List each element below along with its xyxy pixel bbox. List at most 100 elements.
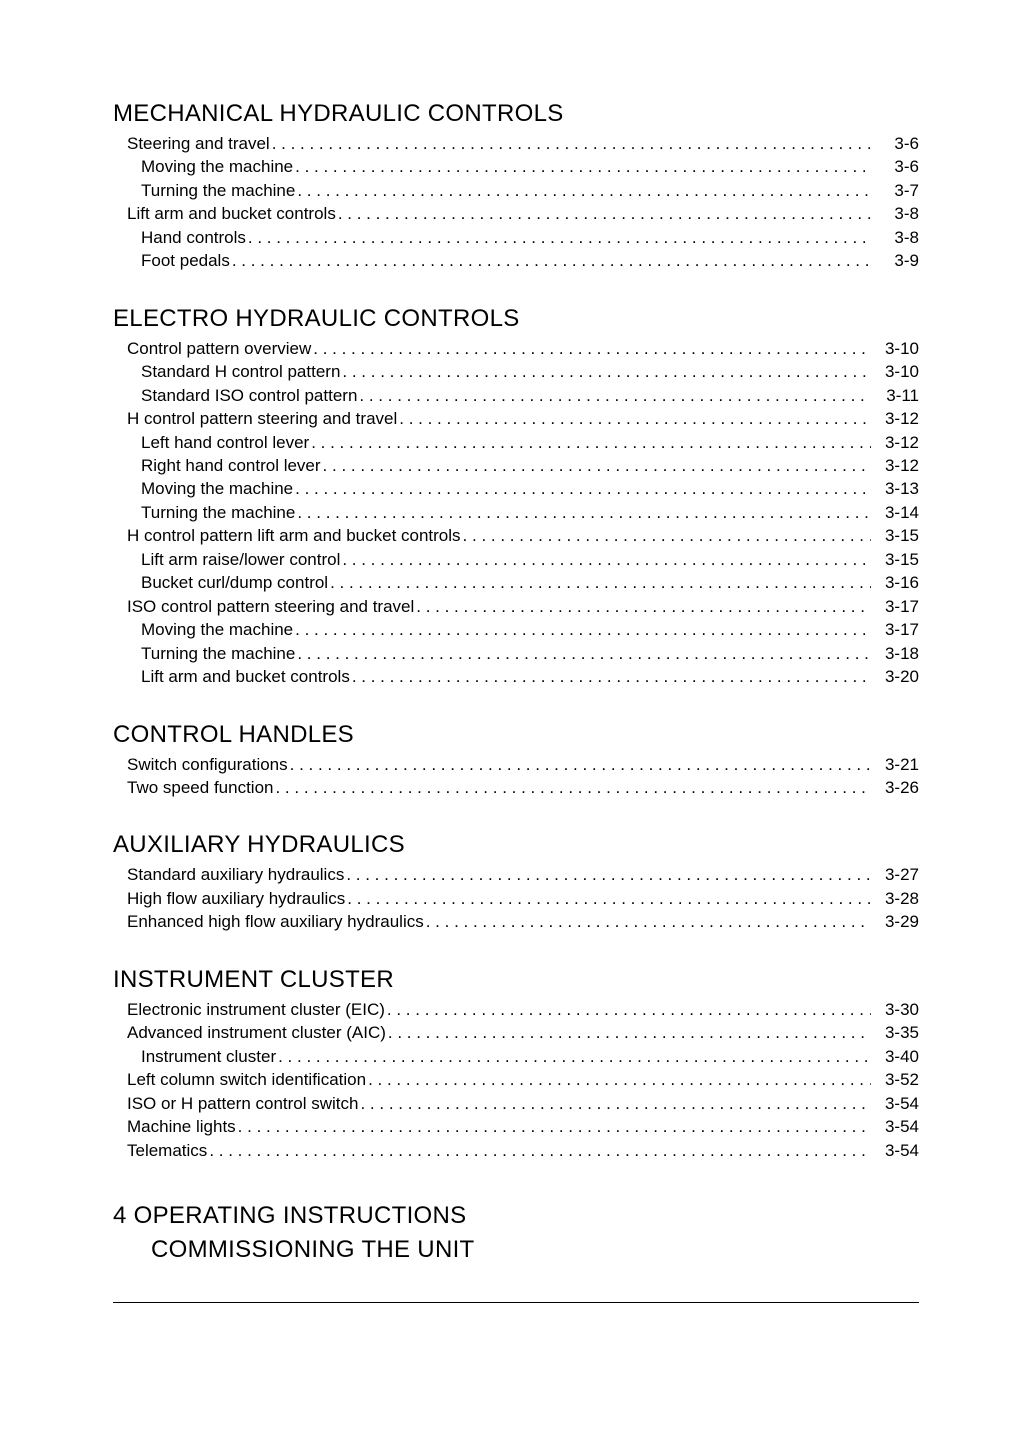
toc-page: 3-8	[871, 226, 919, 249]
toc-page: 3-17	[871, 618, 919, 641]
toc-dots	[290, 753, 871, 770]
toc-page: 3-52	[871, 1068, 919, 1091]
toc-label: Left column switch identification	[127, 1068, 368, 1091]
toc-dots	[275, 776, 871, 793]
toc-label: Foot pedals	[141, 249, 232, 272]
toc-page: 3-18	[871, 642, 919, 665]
toc-page: 3-10	[871, 360, 919, 383]
toc-page: 3-27	[871, 863, 919, 886]
toc-dots	[209, 1139, 871, 1156]
toc-dots	[463, 524, 871, 541]
toc-label: Standard ISO control pattern	[141, 384, 359, 407]
toc-section-handles: CONTROL HANDLES Switch configurations3-2…	[113, 721, 919, 800]
toc-line: Enhanced high flow auxiliary hydraulics 3…	[113, 910, 919, 933]
toc-label: High flow auxiliary hydraulics	[127, 887, 347, 910]
toc-dots	[295, 618, 871, 635]
toc-label: Standard H control pattern	[141, 360, 342, 383]
toc-label: Electronic instrument cluster (EIC)	[127, 998, 387, 1021]
toc-label: Turning the machine	[141, 501, 297, 524]
toc-page: 3-40	[871, 1045, 919, 1068]
toc-line: Bucket curl/dump control3-16	[113, 571, 919, 594]
toc-dots	[368, 1068, 871, 1085]
toc-section-mechanical: MECHANICAL HYDRAULIC CONTROLS Steering a…	[113, 100, 919, 273]
chapter-block: 4 OPERATING INSTRUCTIONS COMMISSIONING T…	[113, 1202, 919, 1264]
toc-line: Turning the machine3-14	[113, 501, 919, 524]
toc-label: ISO or H pattern control switch	[127, 1092, 360, 1115]
section-heading: CONTROL HANDLES	[113, 721, 919, 749]
toc-label: Lift arm raise/lower control	[141, 548, 342, 571]
toc-page: 3-29	[871, 910, 919, 933]
toc-section-aux: AUXILIARY HYDRAULICS Standard auxiliary …	[113, 831, 919, 933]
toc-dots	[295, 155, 871, 172]
toc-line: Moving the machine 3-17	[113, 618, 919, 641]
toc-label: Moving the machine	[141, 477, 295, 500]
toc-dots	[416, 595, 871, 612]
toc-line: Moving the machine 3-13	[113, 477, 919, 500]
chapter-title: OPERATING INSTRUCTIONS	[134, 1202, 467, 1229]
toc-page: 3-28	[871, 887, 919, 910]
toc-label: Bucket curl/dump control	[141, 571, 330, 594]
toc-page: 3-54	[871, 1139, 919, 1162]
toc-dots	[338, 202, 871, 219]
toc-line: Electronic instrument cluster (EIC) 3-30	[113, 998, 919, 1021]
toc-label: Hand controls	[141, 226, 248, 249]
toc-line: ISO or H pattern control switch 3-54	[113, 1092, 919, 1115]
section-heading: INSTRUMENT CLUSTER	[113, 966, 919, 994]
toc-line: Machine lights3-54	[113, 1115, 919, 1138]
toc-page: 3-30	[871, 998, 919, 1021]
toc-line: Telematics3-54	[113, 1139, 919, 1162]
toc-dots	[232, 249, 871, 266]
toc-dots	[297, 642, 871, 659]
toc-line: Lift arm raise/lower control 3-15	[113, 548, 919, 571]
toc-label: ISO control pattern steering and travel	[127, 595, 416, 618]
toc-page: 3-8	[871, 202, 919, 225]
toc-page: 3-15	[871, 548, 919, 571]
toc-dots	[238, 1115, 871, 1132]
toc-dots	[272, 132, 871, 149]
toc-line: Left hand control lever3-12	[113, 431, 919, 454]
toc-line: Hand controls 3-8	[113, 226, 919, 249]
toc-page: 3-6	[871, 132, 919, 155]
toc-section-cluster: INSTRUMENT CLUSTER Electronic instrument…	[113, 966, 919, 1162]
toc-dots	[342, 548, 871, 565]
toc-dots	[330, 571, 871, 588]
toc-page: 3-9	[871, 249, 919, 272]
toc-label: H control pattern steering and travel	[127, 407, 399, 430]
toc-label: Right hand control lever	[141, 454, 323, 477]
toc-line: Instrument cluster3-40	[113, 1045, 919, 1068]
toc-line: Standard auxiliary hydraulics3-27	[113, 863, 919, 886]
toc-page: 3-21	[871, 753, 919, 776]
toc-page: 3-12	[871, 454, 919, 477]
toc-dots	[359, 384, 871, 401]
toc-dots	[426, 910, 871, 927]
toc-page: 3-15	[871, 524, 919, 547]
toc-line: ISO control pattern steering and travel 3…	[113, 595, 919, 618]
toc-page: 3-6	[871, 155, 919, 178]
toc-line: Turning the machine 3-18	[113, 642, 919, 665]
horizontal-rule	[113, 1302, 919, 1303]
toc-dots	[347, 887, 871, 904]
toc-label: Lift arm and bucket controls	[127, 202, 338, 225]
toc-page: 3-17	[871, 595, 919, 618]
toc-line: Right hand control lever 3-12	[113, 454, 919, 477]
section-heading: MECHANICAL HYDRAULIC CONTROLS	[113, 100, 919, 128]
toc-dots	[311, 431, 871, 448]
toc-label: Moving the machine	[141, 618, 295, 641]
toc-line: Standard H control pattern 3-10	[113, 360, 919, 383]
toc-label: Turning the machine	[141, 642, 297, 665]
toc-label: Enhanced high flow auxiliary hydraulics	[127, 910, 426, 933]
toc-label: Two speed function	[127, 776, 275, 799]
toc-label: Turning the machine	[141, 179, 297, 202]
toc-dots	[248, 226, 871, 243]
toc-page: 3-54	[871, 1092, 919, 1115]
toc-line: Two speed function3-26	[113, 776, 919, 799]
toc-dots	[352, 665, 871, 682]
toc-line: Control pattern overview3-10	[113, 337, 919, 360]
chapter-heading: 4 OPERATING INSTRUCTIONS	[113, 1202, 919, 1230]
toc-line: Lift arm and bucket controls3-20	[113, 665, 919, 688]
toc-page: 3-10	[871, 337, 919, 360]
chapter-sub: COMMISSIONING THE UNIT	[113, 1236, 919, 1264]
chapter-number: 4	[113, 1202, 127, 1229]
toc-page: 3-13	[871, 477, 919, 500]
toc-page: 3-7	[871, 179, 919, 202]
